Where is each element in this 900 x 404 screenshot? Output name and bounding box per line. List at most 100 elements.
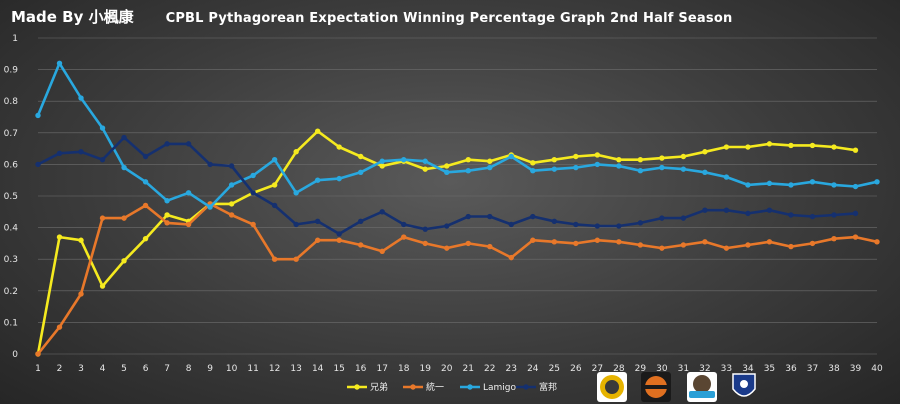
data-point	[357, 153, 364, 160]
data-point	[831, 182, 837, 188]
data-point	[228, 182, 235, 188]
data-point	[702, 239, 708, 245]
data-point	[336, 175, 342, 182]
x-tick-label: 25	[549, 364, 560, 374]
data-point	[207, 161, 213, 168]
legend-label: 兄弟	[370, 381, 388, 393]
x-tick-label: 15	[333, 364, 344, 374]
data-point	[465, 213, 471, 220]
data-point	[336, 231, 342, 237]
data-point	[530, 237, 536, 243]
data-point	[121, 164, 127, 171]
data-point	[766, 239, 773, 245]
data-point	[831, 144, 837, 150]
data-point	[228, 212, 235, 218]
data-point	[831, 235, 837, 242]
data-point	[99, 283, 106, 289]
data-point	[852, 234, 859, 240]
y-tick-label: 0.8	[4, 97, 19, 107]
data-point	[788, 142, 794, 149]
chart-title: CPBL Pythagorean Expectation Winning Per…	[166, 11, 733, 26]
data-point	[56, 150, 63, 157]
data-point	[530, 160, 536, 166]
data-point	[487, 243, 493, 250]
data-point	[164, 220, 170, 226]
x-tick-label: 33	[721, 364, 732, 374]
y-tick-label: 0.3	[4, 255, 18, 265]
data-point	[680, 166, 687, 172]
data-point	[78, 149, 84, 155]
gridlines	[38, 37, 877, 355]
data-point	[852, 147, 859, 153]
data-point	[809, 213, 816, 220]
data-point	[680, 153, 687, 160]
data-point	[594, 161, 601, 168]
data-point	[379, 158, 385, 164]
y-tick-label: 1	[12, 34, 18, 44]
series-2	[35, 201, 880, 357]
data-point	[551, 156, 558, 163]
data-point	[379, 248, 385, 254]
data-point	[142, 153, 149, 160]
legend-swatch-point	[410, 384, 416, 390]
data-point	[271, 202, 278, 209]
data-point	[723, 144, 730, 150]
series-3	[35, 60, 880, 210]
data-point	[745, 144, 751, 150]
data-point	[314, 128, 321, 134]
data-point	[401, 221, 407, 228]
legend-item: 統一	[403, 381, 444, 393]
data-point	[185, 141, 192, 147]
x-tick-label: 16	[355, 364, 367, 374]
y-tick-label: 0.2	[4, 287, 18, 297]
data-point	[465, 156, 471, 163]
data-point	[594, 223, 601, 229]
logo-banner	[689, 391, 715, 398]
series-group	[35, 60, 880, 357]
logo-dot	[740, 380, 748, 388]
data-point	[444, 223, 450, 229]
data-point	[852, 210, 859, 217]
data-point	[723, 245, 730, 251]
x-tick-label: 6	[143, 364, 149, 374]
legend: 兄弟 統一 Lamigo 富邦	[347, 381, 557, 393]
data-point	[314, 237, 321, 243]
data-point	[809, 179, 816, 185]
x-tick-label: 8	[186, 364, 192, 374]
lion-logo-icon	[641, 372, 671, 402]
data-point	[164, 212, 170, 218]
x-tick-label: 32	[699, 364, 710, 374]
data-point	[616, 156, 622, 163]
data-point	[271, 256, 278, 262]
data-point	[874, 179, 880, 185]
data-point	[336, 237, 342, 243]
data-point	[659, 155, 665, 161]
series-line	[37, 136, 856, 236]
data-point	[508, 221, 514, 228]
x-tick-label: 18	[398, 364, 410, 374]
y-tick-label: 0.5	[4, 192, 18, 202]
data-point	[594, 237, 601, 243]
data-point	[680, 242, 687, 248]
data-point	[745, 242, 751, 248]
data-point	[121, 258, 127, 264]
data-point	[465, 168, 471, 174]
y-tick-label: 0.9	[4, 66, 19, 76]
x-tick-label: 13	[290, 364, 301, 374]
data-point	[250, 190, 256, 196]
data-point	[723, 174, 730, 180]
x-tick-label: 1	[35, 364, 41, 374]
x-tick-label: 7	[164, 364, 170, 374]
legend-swatch-point	[354, 384, 360, 390]
x-tick-label: 38	[828, 364, 840, 374]
data-point	[293, 190, 299, 196]
data-point	[637, 242, 644, 248]
data-point	[379, 163, 385, 169]
data-point	[487, 158, 493, 164]
data-point	[551, 239, 558, 245]
y-axis-ticks: 0 0.1 0.2 0.3 0.4 0.5 0.6 0.7 0.8 0.9 1	[4, 34, 19, 360]
data-point	[659, 215, 665, 221]
data-point	[271, 182, 278, 188]
x-tick-label: 22	[484, 364, 495, 374]
x-tick-label: 2	[57, 364, 63, 374]
